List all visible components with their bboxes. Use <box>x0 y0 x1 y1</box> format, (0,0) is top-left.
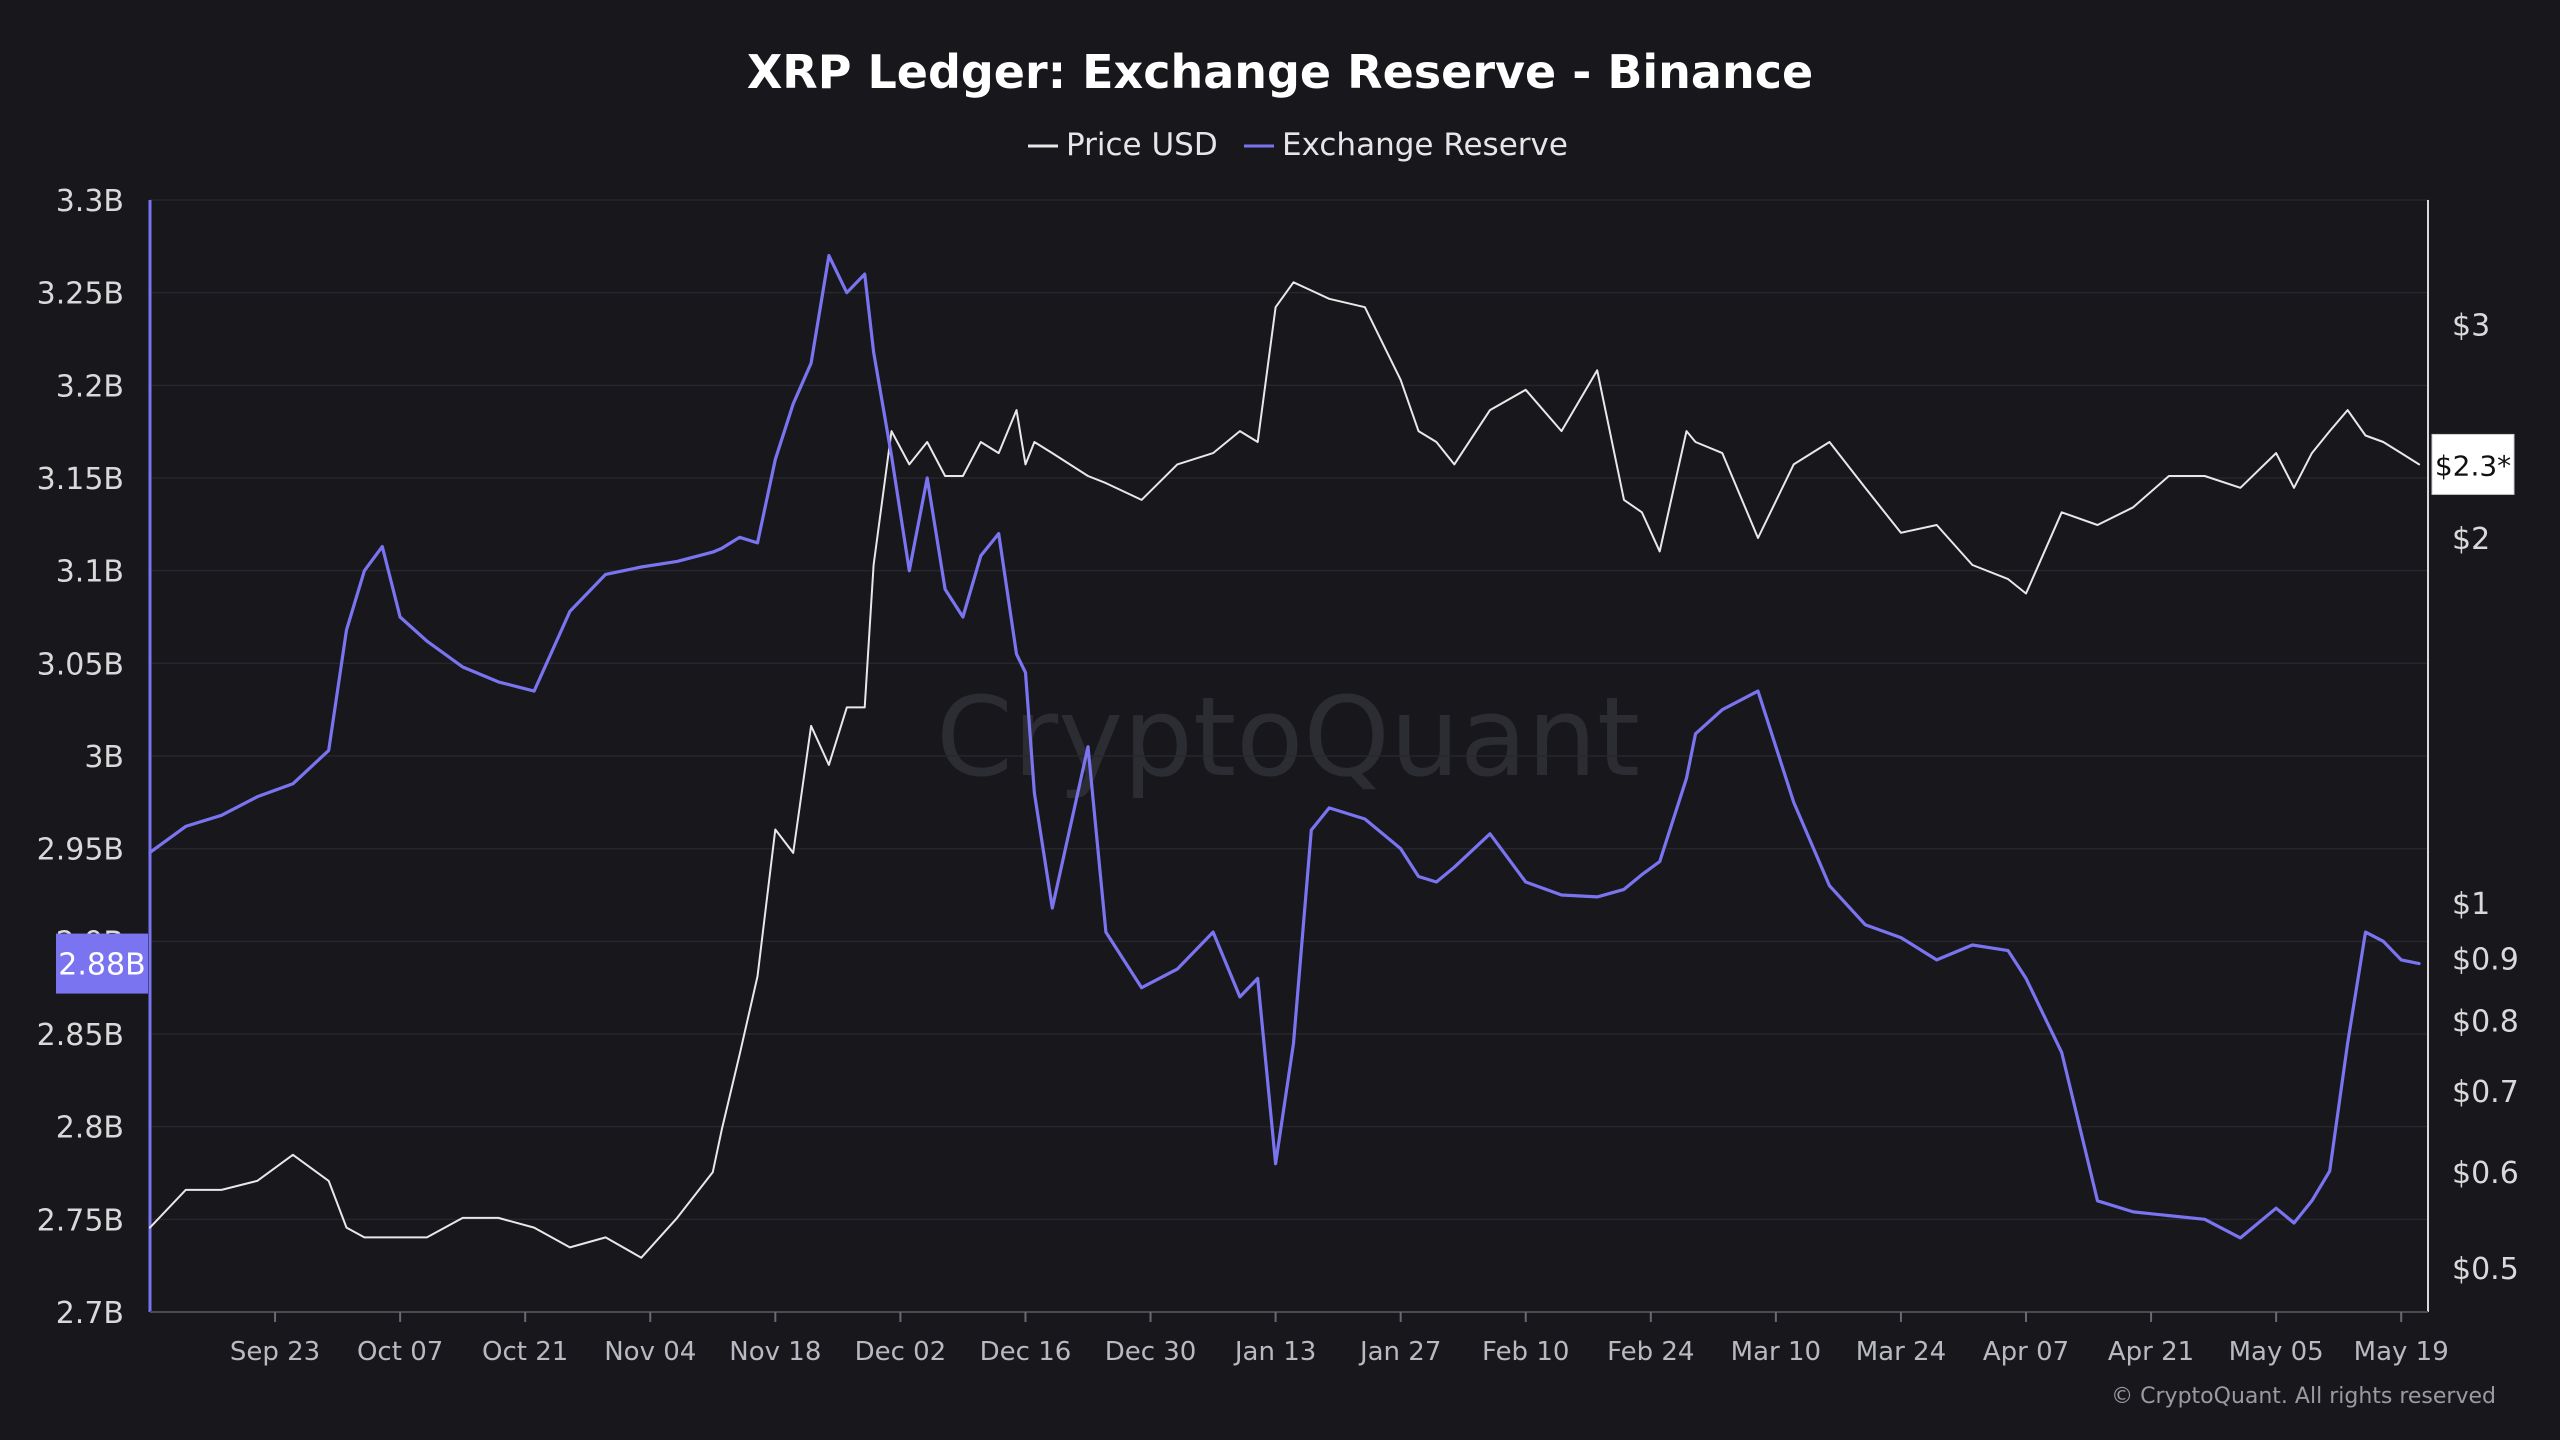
right-tick-label: $0.6 <box>2452 1156 2519 1191</box>
left-tick-label: 3.2B <box>56 369 124 404</box>
x-tick-label: Dec 16 <box>980 1337 1072 1367</box>
series-layer <box>148 254 2421 1259</box>
right-axis: $3 $2 $1 $0.9 $0.8 $0.7 $0.6 $0.5 <box>2427 200 2519 1312</box>
legend-label-price[interactable]: Price USD <box>1066 127 1218 163</box>
left-tick-label: 2.95B <box>37 833 124 868</box>
x-tick-label: Mar 10 <box>1731 1337 1821 1367</box>
x-tick-label: Dec 02 <box>855 1337 947 1367</box>
right-tick-label: $0.7 <box>2452 1075 2519 1110</box>
right-tick-label: $3 <box>2452 308 2490 343</box>
right-tick-label: $0.8 <box>2452 1005 2519 1040</box>
series-line-exchange-reserve[interactable] <box>148 254 2421 1240</box>
x-tick-label: Jan 27 <box>1358 1337 1441 1367</box>
left-tick-label: 3.1B <box>56 555 124 590</box>
series-line-price-usd[interactable] <box>149 281 2421 1259</box>
x-tick-label: Apr 07 <box>1983 1337 2069 1367</box>
left-tick-label: 3.05B <box>37 647 124 682</box>
x-tick-label: Feb 10 <box>1482 1337 1569 1367</box>
left-tick-label: 2.7B <box>56 1296 124 1331</box>
right-tick-label: $0.5 <box>2452 1252 2519 1287</box>
left-tick-label: 2.85B <box>37 1018 124 1053</box>
left-current-value: 2.88B <box>58 948 145 983</box>
x-tick-label: Apr 21 <box>2108 1337 2194 1367</box>
right-current-badge <box>2431 433 2515 495</box>
left-tick-label: 3B <box>84 740 124 775</box>
left-tick-label: 2.8B <box>56 1111 124 1146</box>
current-value-badges: 2.88B $2.3* <box>56 433 2515 994</box>
left-tick-label: 3.15B <box>37 462 124 497</box>
left-tick-label: 3.25B <box>37 277 124 312</box>
copyright-credit: © CryptoQuant. All rights reserved <box>2111 1384 2496 1409</box>
x-axis: Sep 23 Oct 07 Oct 21 Nov 04 Nov 18 Dec 02 Dec … <box>150 1311 2449 1367</box>
x-tick-label: Dec 30 <box>1105 1337 1197 1367</box>
legend-label-reserve[interactable]: Exchange Reserve <box>1282 127 1568 163</box>
left-tick-label: 2.75B <box>37 1203 124 1238</box>
x-tick-label: Jan 13 <box>1233 1337 1316 1367</box>
x-tick-label: May 05 <box>2229 1337 2324 1367</box>
left-axis: 3.3B3.25B3.2B3.15B3.1B3.05B3B2.95B2.9B2.… <box>37 184 152 1331</box>
right-current-value: $2.3* <box>2435 449 2511 482</box>
x-tick-label: Nov 04 <box>604 1337 696 1367</box>
chart-title: XRP Ledger: Exchange Reserve - Binance <box>747 45 1813 99</box>
right-tick-label: $0.9 <box>2452 943 2519 978</box>
right-tick-label: $1 <box>2452 887 2490 922</box>
watermark: CryptoQuant <box>936 673 1640 801</box>
right-tick-label: $2 <box>2452 522 2490 557</box>
x-tick-label: Feb 24 <box>1607 1337 1694 1367</box>
left-tick-label: 3.3B <box>56 184 124 219</box>
x-tick-label: Mar 24 <box>1856 1337 1946 1367</box>
left-current-badge <box>56 933 148 994</box>
x-tick-label: Nov 18 <box>729 1337 821 1367</box>
x-tick-label: Oct 07 <box>357 1337 443 1367</box>
x-tick-label: Oct 21 <box>482 1337 568 1367</box>
x-tick-label: May 19 <box>2354 1337 2449 1367</box>
x-tick-label: Sep 23 <box>230 1337 320 1367</box>
legend[interactable]: Price USD Exchange Reserve <box>1028 127 1568 163</box>
gridlines <box>150 199 2428 1313</box>
